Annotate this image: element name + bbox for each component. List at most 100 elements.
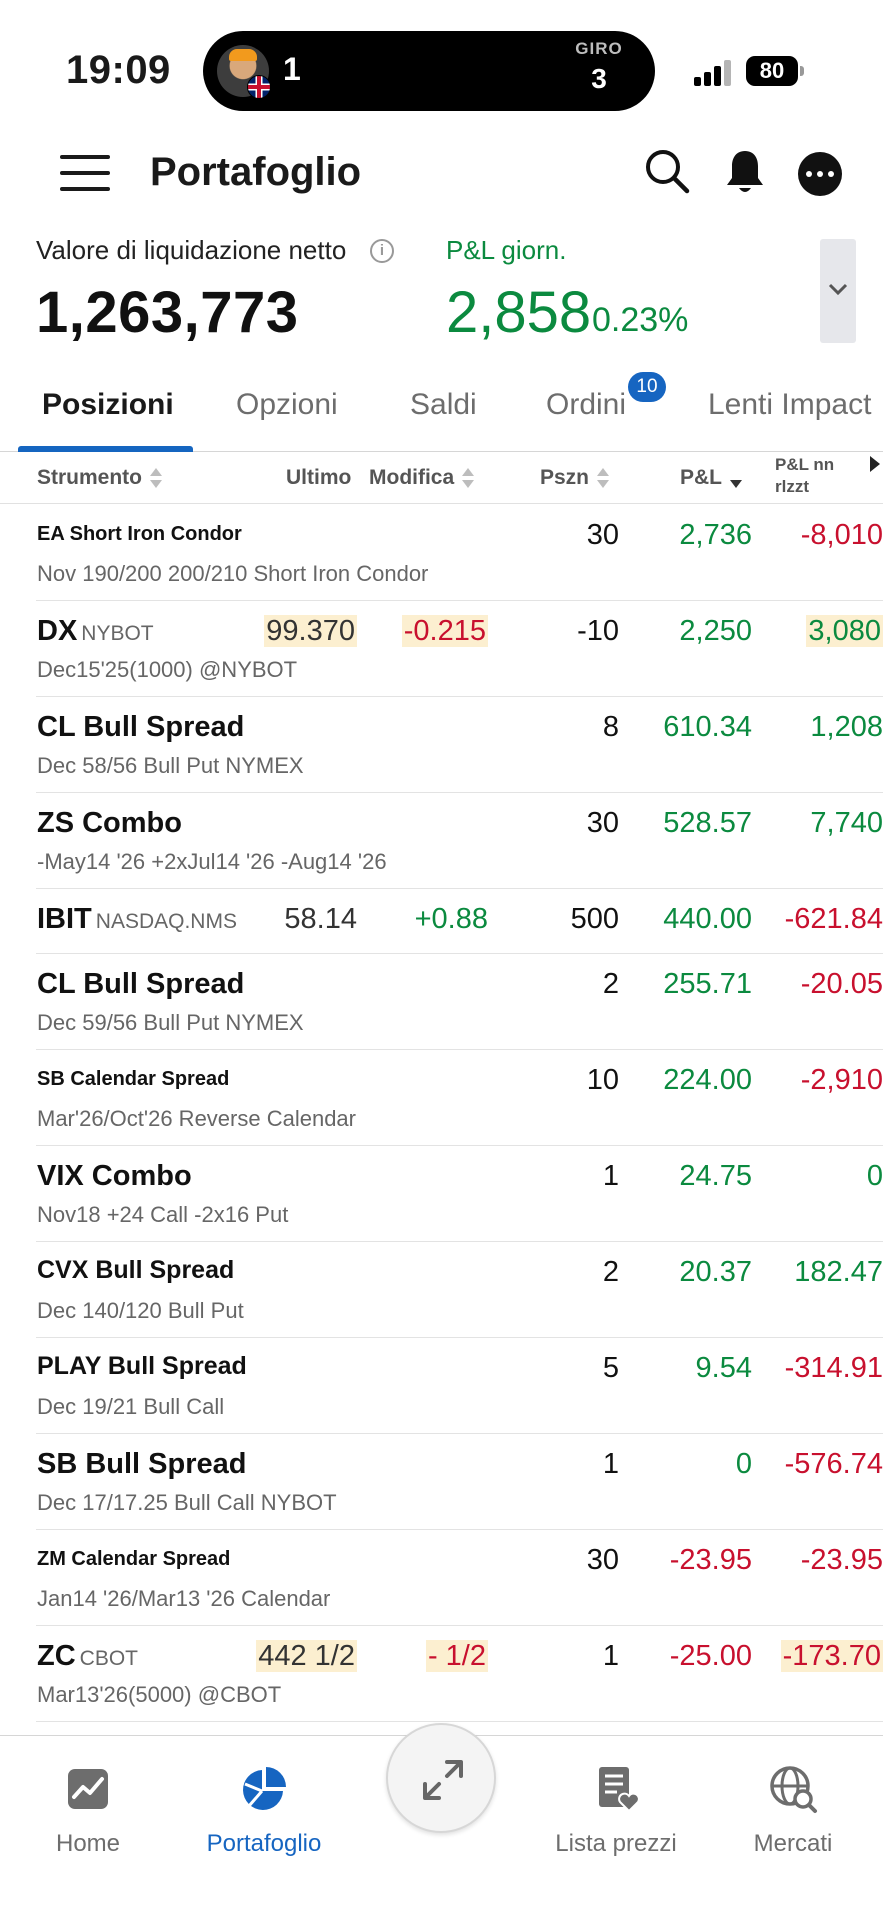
table-row[interactable]: ZS Combo -May14 '26 +2xJul14 '26 -Aug14 '…	[36, 793, 883, 889]
status-bar: 19:09 1 GIRO 3 80	[0, 0, 883, 130]
orders-count-badge: 10	[628, 372, 666, 402]
expand-summary-button[interactable]	[820, 239, 856, 343]
instrument-description: Dec 17/17.25 Bull Call NYBOT	[37, 1490, 337, 1515]
uk-flag-icon	[247, 75, 271, 99]
position-size: 500	[570, 903, 619, 935]
live-activity-island[interactable]: 1 GIRO 3	[203, 31, 655, 111]
nav-mercati[interactable]: Mercati	[708, 1764, 878, 1858]
lap-label: GIRO	[575, 39, 623, 58]
instrument-name: CVX Bull Spread	[37, 1256, 235, 1284]
exchange-label: CBOT	[79, 1647, 139, 1670]
position-size: 1	[602, 1160, 619, 1192]
instrument-name: SB Calendar Spread	[37, 1068, 230, 1090]
unrealized-pnl: -2,910	[800, 1064, 883, 1096]
chevron-down-icon	[828, 283, 848, 296]
table-row[interactable]: SB Bull Spread Dec 17/17.25 Bull Call NYB…	[36, 1434, 883, 1530]
info-icon[interactable]: i	[370, 239, 394, 263]
lap-number: 3	[591, 63, 607, 94]
table-row[interactable]: ZC CBOT Mar13'26(5000) @CBOT 442 1/2 - 1/2 1 -…	[36, 1626, 883, 1722]
last-price: 58.14	[284, 903, 357, 935]
last-price: 442 1/2	[256, 1640, 357, 1672]
lap-counter: GIRO 3	[569, 39, 629, 95]
instrument-name: DX NYBOT	[37, 615, 154, 647]
daily-pnl: 2,250	[679, 615, 752, 647]
table-row[interactable]: ZM Calendar Spread Jan14 '26/Mar13 '26 Ca…	[36, 1530, 883, 1626]
net-liquidation-value: 1,263,773	[36, 280, 299, 345]
table-row[interactable]: SB Calendar Spread Mar'26/Oct'26 Reverse …	[36, 1050, 883, 1146]
net-liquidation-label: Valore di liquidazione netto	[36, 235, 347, 265]
daily-pnl: 20.37	[679, 1256, 752, 1288]
sort-icon	[597, 468, 610, 489]
instrument-name: CL Bull Spread	[37, 968, 245, 1000]
table-row[interactable]: VIX Combo Nov18 +24 Call -2x16 Put 1 24.75 0	[36, 1146, 883, 1242]
instrument-name: IBIT NASDAQ.NMS	[37, 903, 237, 935]
position-size: 1	[602, 1448, 619, 1480]
table-row[interactable]: IBIT NASDAQ.NMS 58.14 +0.88 500 440.00 -621.84	[36, 889, 883, 954]
page-title: Portafoglio	[150, 150, 362, 194]
table-row[interactable]: CL Bull Spread Dec 58/56 Bull Put NYMEX 8 6…	[36, 697, 883, 793]
tab-saldi[interactable]: Saldi	[410, 388, 477, 421]
nav-lista-prezzi[interactable]: Lista prezzi	[531, 1764, 701, 1858]
globe-search-icon	[770, 1766, 817, 1813]
unrealized-pnl: 3,080	[806, 615, 883, 647]
column-unrealized-pnl[interactable]: P&L nn rlzzt	[775, 455, 835, 496]
portfolio-tabs: Posizioni Opzioni Saldi Ordini 10 Lenti …	[0, 372, 883, 452]
position-size: 1	[602, 1640, 619, 1672]
nav-portafoglio[interactable]: Portafoglio	[179, 1764, 349, 1858]
column-position[interactable]: Pszn	[540, 466, 610, 490]
last-price: 99.370	[264, 615, 357, 647]
position-size: 30	[586, 1544, 619, 1576]
table-row[interactable]: CVX Bull Spread Dec 140/120 Bull Put 2 20.3…	[36, 1242, 883, 1338]
unrealized-pnl: 1,208	[810, 711, 883, 743]
expand-arrows-button[interactable]	[386, 1723, 496, 1833]
instrument-name: ZM Calendar Spread	[37, 1548, 231, 1570]
instrument-name: VIX Combo	[37, 1160, 192, 1192]
tab-posizioni[interactable]: Posizioni	[42, 388, 174, 421]
active-tab-indicator	[18, 446, 193, 452]
nav-home[interactable]: Home	[3, 1764, 173, 1858]
position-size: 10	[586, 1064, 619, 1096]
menu-icon[interactable]	[60, 155, 110, 195]
position-size: 30	[586, 807, 619, 839]
instrument-description: Dec 19/21 Bull Call	[37, 1394, 225, 1419]
column-pnl[interactable]: P&L	[680, 466, 742, 490]
race-position: 1	[283, 51, 301, 87]
unrealized-pnl: 182.47	[794, 1256, 883, 1288]
table-row[interactable]: DX NYBOT Dec15'25(1000) @NYBOT 99.370 -0.215…	[36, 601, 883, 697]
more-options-icon[interactable]	[798, 152, 842, 196]
table-row[interactable]: CL Bull Spread Dec 59/56 Bull Put NYMEX 2 2…	[36, 954, 883, 1050]
unrealized-pnl: -621.84	[784, 903, 883, 935]
tab-opzioni[interactable]: Opzioni	[236, 388, 338, 421]
watchlist-heart-icon	[599, 1767, 640, 1813]
instrument-name: ZS Combo	[37, 807, 182, 839]
exchange-label: NYBOT	[81, 622, 154, 645]
app-header: Portafoglio	[0, 130, 883, 230]
unrealized-pnl: 0	[866, 1160, 883, 1192]
instrument-description: Dec 58/56 Bull Put NYMEX	[37, 753, 304, 778]
table-row[interactable]: PLAY Bull Spread Dec 19/21 Bull Call 5 9.54…	[36, 1338, 883, 1434]
position-size: 30	[586, 519, 619, 551]
unrealized-pnl: -23.95	[800, 1544, 883, 1576]
instrument-description: Mar13'26(5000) @CBOT	[37, 1682, 282, 1707]
column-last[interactable]: Ultimo	[286, 466, 352, 489]
unrealized-pnl: 7,740	[810, 807, 883, 839]
bell-icon[interactable]	[723, 148, 767, 196]
unrealized-pnl: -173.70	[780, 1640, 883, 1672]
scroll-right-icon[interactable]	[870, 456, 880, 472]
price-change: -0.215	[401, 615, 488, 647]
pie-chart-icon	[243, 1767, 286, 1810]
instrument-name: CL Bull Spread	[37, 711, 245, 743]
column-change[interactable]: Modifica	[369, 466, 475, 490]
tab-lenti-impact[interactable]: Lenti Impact	[708, 388, 872, 421]
table-row[interactable]: EA Short Iron Condor Nov 190/200 200/210 …	[36, 505, 883, 601]
unrealized-pnl: -314.91	[784, 1352, 883, 1384]
price-change: +0.88	[414, 903, 488, 935]
tab-ordini[interactable]: Ordini	[546, 388, 627, 421]
positions-table-header: Strumento Ultimo Modifica Pszn P&L P&L n…	[0, 452, 883, 504]
daily-pnl: -25.00	[669, 1640, 752, 1672]
sort-descending-icon	[730, 468, 742, 489]
position-size: -10	[577, 615, 619, 647]
search-icon[interactable]	[644, 148, 690, 194]
bottom-navigation: Home Portafoglio Lista prezzi	[0, 1723, 883, 1920]
column-instrument[interactable]: Strumento	[37, 466, 162, 490]
